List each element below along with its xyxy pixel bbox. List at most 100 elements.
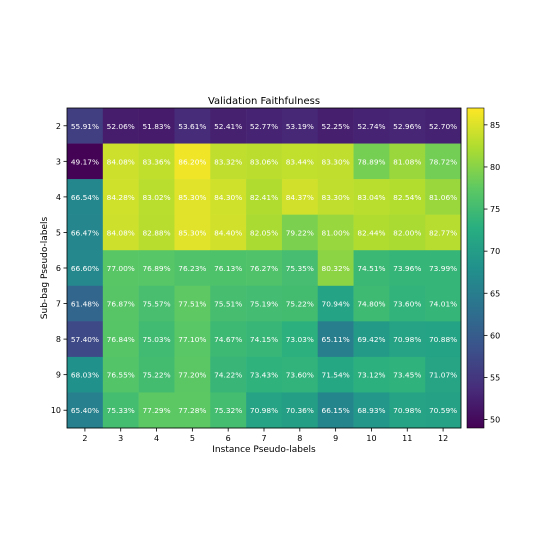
heatmap-cell: [281, 179, 319, 215]
cell-value-label: 73.99%: [429, 264, 457, 273]
heatmap-cell: [353, 143, 390, 180]
heatmap-cell: [138, 250, 175, 287]
cell-value-label: 73.12%: [357, 371, 385, 380]
heatmap-cell: [174, 108, 211, 144]
cell-value-label: 84.37%: [286, 193, 314, 202]
cell-value-label: 74.22%: [214, 371, 242, 380]
heatmap-cell: [246, 108, 283, 144]
x-tick-label: 8: [297, 434, 302, 443]
heatmap-cell: [317, 321, 354, 358]
heatmap-cell: [174, 392, 211, 429]
cell-value-label: 76.89%: [142, 264, 170, 273]
colorbar-tick-label: 60: [490, 331, 500, 340]
cell-value-label: 83.36%: [142, 157, 170, 166]
heatmap-cell: [102, 321, 139, 358]
cell-value-label: 75.22%: [286, 300, 314, 309]
cell-value-label: 52.70%: [429, 122, 457, 131]
heatmap-cell: [281, 250, 319, 287]
heatmap-cell: [389, 250, 426, 287]
cell-value-label: 86.20%: [178, 157, 206, 166]
heatmap-cell: [210, 392, 247, 429]
cell-value-label: 75.57%: [142, 300, 170, 309]
cell-value-label: 84.28%: [107, 193, 135, 202]
heatmap-cell: [102, 356, 139, 393]
colorbar-tick-label: 55: [490, 373, 500, 382]
heatmap-cell: [389, 214, 426, 251]
cell-value-label: 76.13%: [214, 264, 242, 273]
cell-value-label: 52.06%: [107, 122, 135, 131]
colorbar-ticks: 50 55 60 65 70 75 80 85: [484, 121, 500, 425]
y-tick-label: 9: [56, 371, 61, 380]
y-tick-label: 10: [51, 406, 61, 415]
cell-value-label: 77.28%: [178, 406, 206, 415]
heatmap-cell: [281, 285, 319, 322]
colorbar-tick-label: 65: [490, 289, 500, 298]
heatmap-cell: [67, 285, 104, 322]
cell-value-label: 75.03%: [142, 335, 170, 344]
cell-value-label: 74.51%: [357, 264, 385, 273]
colorbar: [466, 107, 485, 429]
heatmap-cell: [138, 108, 175, 144]
y-tick-label: 3: [56, 157, 61, 166]
heatmap-cell: [174, 143, 211, 180]
colorbar-tick-label: 70: [490, 247, 500, 256]
y-tick-label: 6: [56, 264, 61, 273]
heatmap-cell: [138, 179, 175, 215]
cell-value-label: 70.98%: [393, 406, 421, 415]
heatmap-cell: [102, 214, 139, 251]
x-tick-label: 11: [402, 434, 412, 443]
cell-value-label: 84.08%: [107, 157, 135, 166]
y-axis-label: Sub-bag Pseudo-labels: [40, 216, 50, 319]
cell-value-label: 82.44%: [357, 228, 385, 237]
cell-value-label: 81.06%: [429, 193, 457, 202]
cell-value-label: 82.05%: [250, 228, 278, 237]
cell-value-label: 77.00%: [107, 264, 135, 273]
heatmap-cell: [67, 214, 104, 251]
colorbar-tick-label: 50: [490, 416, 500, 425]
heatmap-cell: [246, 392, 283, 429]
cell-value-label: 79.22%: [286, 228, 314, 237]
cell-value-label: 71.07%: [429, 371, 457, 380]
cell-value-label: 66.60%: [71, 264, 99, 273]
cell-value-label: 76.87%: [107, 300, 135, 309]
heatmap-cell: [281, 214, 319, 251]
heatmap-cell: [317, 356, 354, 393]
heatmap-cell: [67, 250, 104, 287]
heatmap-cell: [210, 143, 247, 180]
heatmap-cell: [389, 321, 426, 358]
cell-value-label: 75.32%: [214, 406, 242, 415]
heatmap-cell: [353, 356, 390, 393]
cell-value-label: 74.80%: [357, 300, 385, 309]
cell-value-label: 81.00%: [322, 228, 350, 237]
x-axis-ticks: 2 3 4 5 6 7 8 9 10 11 12: [82, 428, 448, 443]
cell-value-label: 83.44%: [286, 157, 314, 166]
cell-value-label: 73.03%: [286, 335, 314, 344]
heatmap-cell: [281, 321, 319, 358]
heatmap-cell: [138, 392, 175, 429]
x-tick-label: 9: [333, 434, 338, 443]
heatmap-cell: [138, 356, 175, 393]
heatmap-cell: [353, 250, 390, 287]
heatmap-cell: [174, 321, 211, 358]
cell-value-label: 77.20%: [178, 371, 206, 380]
heatmap-cell: [102, 143, 139, 180]
heatmap-cell: [246, 285, 283, 322]
cell-value-label: 76.55%: [107, 371, 135, 380]
heatmap-cell: [210, 356, 247, 393]
cell-value-label: 55.91%: [71, 122, 99, 131]
y-tick-label: 4: [56, 193, 61, 202]
cell-value-label: 70.94%: [322, 300, 350, 309]
heatmap-cell: [210, 250, 247, 287]
heatmap-cell: [425, 214, 462, 251]
cell-value-label: 75.51%: [214, 300, 242, 309]
heatmap-cells: 55.91% 52.06% 51.83% 53.61% 52.41% 52.77% 53.1…: [67, 108, 462, 429]
cell-value-label: 82.88%: [142, 228, 170, 237]
cell-value-label: 70.98%: [393, 335, 421, 344]
x-tick-label: 7: [261, 434, 266, 443]
cell-value-label: 82.41%: [250, 193, 278, 202]
cell-value-label: 52.96%: [393, 122, 421, 131]
cell-value-label: 73.60%: [286, 371, 314, 380]
heatmap-cell: [353, 179, 390, 215]
x-tick-label: 12: [438, 434, 448, 443]
y-tick-label: 2: [56, 122, 61, 131]
